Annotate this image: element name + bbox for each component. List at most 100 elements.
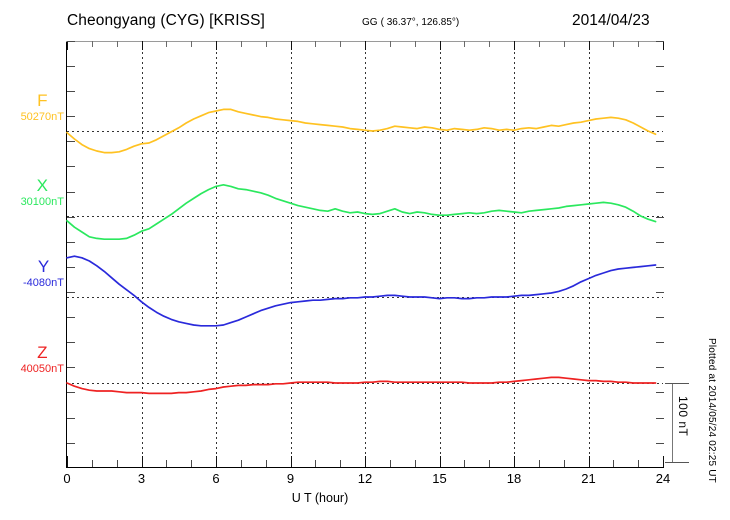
geographic-coordinates: GG ( 36.37°, 126.85°) xyxy=(362,16,459,28)
vertical-gridline xyxy=(216,42,217,467)
x-tick-label-9: 9 xyxy=(286,471,295,486)
x-axis-tick-top xyxy=(340,41,342,47)
component-letter-x: X xyxy=(36,176,48,195)
x-axis-tick-top xyxy=(265,41,267,47)
x-axis-tick xyxy=(489,460,491,467)
x-axis-tick-top xyxy=(216,41,217,50)
vertical-gridline xyxy=(514,42,515,467)
x-axis-tick-top xyxy=(116,41,118,47)
component-label-x: X 30100nT xyxy=(21,176,64,208)
y-axis-tick xyxy=(67,116,75,117)
component-letter-z: Z xyxy=(37,343,48,362)
x-axis-tick xyxy=(240,460,242,467)
y-axis-tick xyxy=(67,367,75,368)
y-axis-tick xyxy=(67,141,75,142)
right-axis-tick xyxy=(656,217,664,218)
geo-prefix-label: GG xyxy=(362,17,378,28)
x-axis-tick-top xyxy=(67,41,68,50)
right-axis-tick xyxy=(656,342,664,343)
x-tick-label-3: 3 xyxy=(137,471,146,486)
x-axis-tick xyxy=(389,460,391,467)
y-axis-tick xyxy=(67,317,75,318)
x-tick-label-21: 21 xyxy=(581,471,596,486)
trace-x xyxy=(66,183,657,241)
y-axis-tick xyxy=(67,418,75,419)
baseline-f xyxy=(67,131,663,132)
component-value-y: -4080nT xyxy=(23,277,64,289)
x-axis-tick-top xyxy=(290,41,292,50)
vertical-gridline xyxy=(141,42,143,467)
x-axis-tick xyxy=(265,460,267,467)
y-axis-tick xyxy=(67,192,75,193)
magnetogram-traces xyxy=(66,108,657,395)
right-axis-tick xyxy=(656,116,664,117)
x-axis-tick xyxy=(663,456,664,467)
y-axis-tick xyxy=(67,342,75,343)
x-axis-tick xyxy=(439,456,441,467)
right-axis-tick xyxy=(656,167,664,168)
x-axis-tick-top xyxy=(588,41,590,50)
right-axis-tick xyxy=(656,267,664,268)
baseline-z xyxy=(67,383,663,384)
y-axis-tick xyxy=(67,292,75,293)
scale-bar-bottom-cap xyxy=(665,462,689,463)
component-value-x: 30100nT xyxy=(20,196,64,208)
right-axis-tick xyxy=(656,242,664,243)
component-label-z: Z 40050nT xyxy=(21,343,64,375)
x-axis-tick-top xyxy=(538,41,540,47)
y-axis-tick xyxy=(67,392,75,393)
x-axis-tick xyxy=(514,456,515,467)
component-letter-f: F xyxy=(37,91,48,110)
y-axis-tick xyxy=(67,91,75,92)
vertical-gridline xyxy=(290,42,292,467)
x-axis-tick xyxy=(613,460,615,467)
right-axis-tick xyxy=(656,66,664,67)
right-axis-tick xyxy=(656,392,664,393)
right-axis-tick xyxy=(656,91,664,92)
right-axis-tick xyxy=(656,317,664,318)
observation-date: 2014/04/23 xyxy=(572,12,650,29)
y-axis-tick xyxy=(67,267,75,268)
x-tick-label-0: 0 xyxy=(63,471,71,486)
baseline-x xyxy=(67,216,663,217)
right-axis-tick xyxy=(656,141,664,142)
geo-coords-value: ( 36.37°, 126.85°) xyxy=(380,17,460,28)
x-axis-tick xyxy=(290,456,292,467)
x-axis-tick xyxy=(166,460,168,467)
vertical-gridline xyxy=(365,42,366,467)
x-axis-tick xyxy=(141,456,143,467)
y-axis-tick xyxy=(67,66,75,67)
y-axis-line xyxy=(66,41,67,468)
x-axis-tick xyxy=(538,460,540,467)
y-axis-tick xyxy=(67,242,75,243)
right-axis-tick xyxy=(656,41,664,42)
vertical-gridline xyxy=(439,42,441,467)
x-axis-tick xyxy=(588,456,590,467)
x-axis-tick-top xyxy=(389,41,391,47)
x-axis-tick-top xyxy=(489,41,491,47)
x-axis-tick xyxy=(91,460,93,467)
x-tick-label-18: 18 xyxy=(506,471,522,486)
right-axis-tick xyxy=(656,292,664,293)
scale-bar-top-cap xyxy=(665,383,689,384)
vertical-gridline xyxy=(588,42,590,467)
x-axis-tick-top xyxy=(563,41,565,47)
x-axis-tick-top xyxy=(514,41,515,50)
trace-z xyxy=(66,376,657,395)
x-axis-tick xyxy=(340,460,342,467)
x-axis-tick xyxy=(414,460,416,467)
y-axis-tick xyxy=(67,41,75,42)
right-axis-tick xyxy=(656,443,664,444)
plotted-timestamp: Plotted at 2014/05/24 02:25 UT xyxy=(706,338,717,483)
x-axis-tick-top xyxy=(91,41,93,47)
x-axis-tick-top xyxy=(414,41,416,47)
x-axis-tick xyxy=(464,460,466,467)
trace-y xyxy=(66,255,657,327)
component-label-f: F 50270nT xyxy=(21,91,64,123)
x-axis-title: U T (hour) xyxy=(291,491,349,505)
x-tick-label-24: 24 xyxy=(655,471,671,486)
right-axis-tick xyxy=(656,418,664,419)
right-axis-tick xyxy=(656,192,664,193)
x-axis-tick xyxy=(67,456,68,467)
